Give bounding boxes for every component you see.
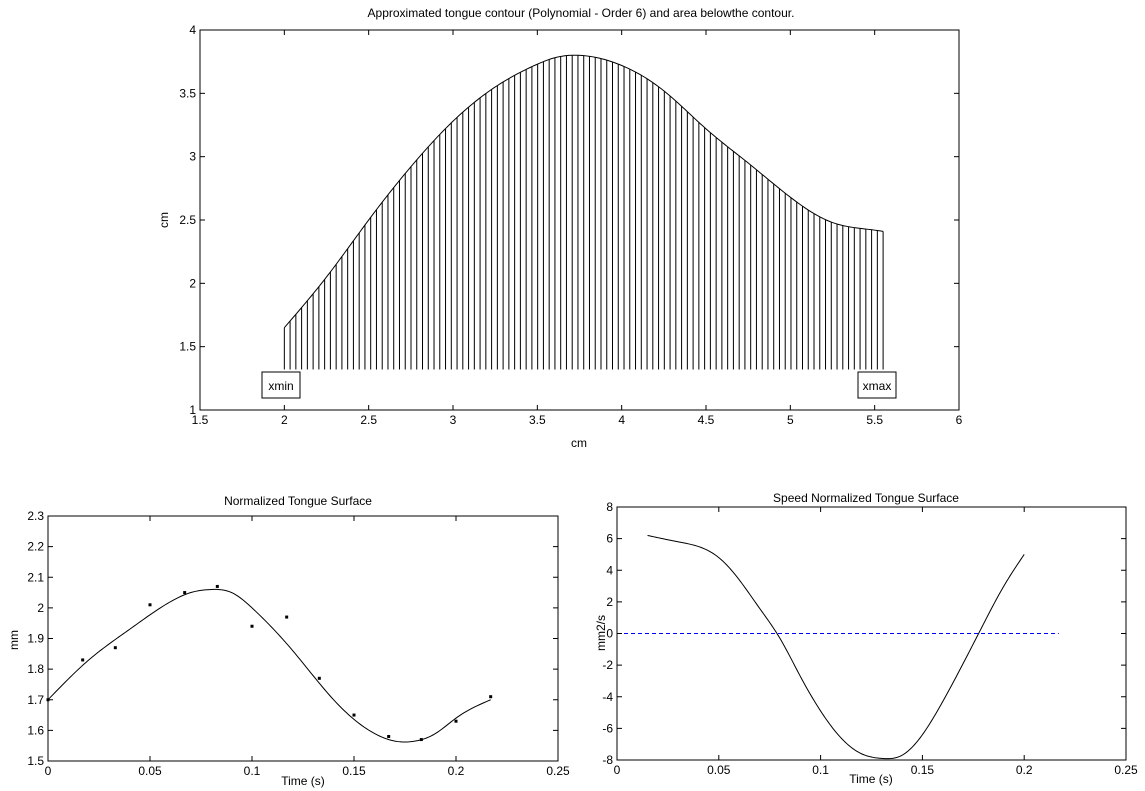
- contour-markers: xmin xmax: [261, 371, 897, 399]
- contour-y-ticks: 1 1.5 2 2.5 3 3.5 4: [179, 23, 959, 417]
- contour-y-tick-label: 1: [189, 403, 196, 417]
- surface-y-tick-label: 1.6: [27, 723, 44, 737]
- surface-data-point: [387, 735, 391, 738]
- surface-x-tick-label: 0.05: [138, 764, 162, 778]
- surface-x-axis-label: Time (s): [281, 774, 325, 788]
- surface-y-ticks: 1.5 1.6 1.7 1.8 1.9 2 2.1 2.2 2.3: [27, 509, 558, 768]
- speed-x-tick-label: 0.05: [707, 763, 731, 777]
- surface-data-point: [113, 646, 117, 650]
- speed-y-tick-label: 2: [606, 595, 613, 609]
- speed-y-tick-label: 8: [606, 500, 613, 514]
- contour-x-tick-label: 6: [956, 413, 963, 427]
- speed-y-axis-label: mm2/s: [594, 615, 608, 651]
- surface-plot: Normalized Tongue Surface 0 0.05 0.1 0.15 0.…: [7, 494, 570, 788]
- speed-x-tick-label: 0.15: [911, 763, 935, 777]
- surface-data-point: [215, 584, 219, 588]
- speed-y-tick-label: 4: [606, 563, 613, 577]
- contour-y-tick-label: 2: [189, 276, 196, 290]
- contour-y-tick-label: 2.5: [179, 213, 196, 227]
- contour-y-axis-label: cm: [157, 212, 171, 228]
- speed-x-tick-label: 0.1: [812, 763, 829, 777]
- surface-y-tick-label: 2.1: [27, 570, 44, 584]
- contour-x-tick-label: 4.5: [698, 413, 715, 427]
- surface-x-tick-label: 0.25: [546, 764, 570, 778]
- surface-data-point: [250, 624, 254, 628]
- surface-x-tick-label: 0.1: [244, 764, 261, 778]
- surface-data-point: [419, 738, 423, 742]
- contour-y-tick-label: 1.5: [179, 340, 196, 354]
- speed-x-axis-label: Time (s): [849, 772, 893, 786]
- xmin-marker-box: [261, 371, 301, 399]
- surface-plot-axes-box: [47, 515, 559, 762]
- surface-plot-title: Normalized Tongue Surface: [224, 494, 372, 508]
- speed-y-tick-label: -6: [602, 721, 613, 735]
- surface-data-points: [46, 584, 493, 742]
- surface-data-point: [148, 603, 152, 607]
- surface-data-point: [454, 719, 458, 723]
- surface-y-axis-label: mm: [7, 630, 21, 650]
- contour-x-axis-label: cm: [571, 436, 587, 450]
- contour-x-tick-label: 5: [787, 413, 794, 427]
- contour-y-tick-label: 4: [189, 23, 196, 37]
- surface-data-point: [317, 676, 321, 680]
- speed-plot: Speed Normalized Tongue Surface 0 0.05 0.1…: [594, 491, 1138, 786]
- surface-data-point: [183, 591, 187, 595]
- speed-y-tick-label: 6: [606, 532, 613, 546]
- speed-y-tick-label: 0: [606, 627, 613, 641]
- contour-x-tick-label: 4: [618, 413, 625, 427]
- xmax-marker-label: xmax: [863, 379, 892, 393]
- speed-line: [647, 534, 1025, 760]
- contour-x-tick-label: 2: [281, 413, 288, 427]
- area-hatch: [283, 55, 884, 370]
- contour-line: [283, 54, 884, 328]
- speed-y-ticks: -8 -6 -4 -2 0 2 4 6 8: [602, 500, 1126, 767]
- surface-y-tick-label: 1.7: [27, 693, 44, 707]
- surface-y-tick-label: 1.8: [27, 662, 44, 676]
- surface-fit-line: [47, 588, 491, 743]
- contour-y-tick-label: 3.5: [179, 86, 196, 100]
- contour-x-tick-label: 3: [450, 413, 457, 427]
- contour-x-tick-label: 3.5: [529, 413, 546, 427]
- contour-plot: Approximated tongue contour (Polynomial …: [157, 6, 963, 450]
- speed-y-tick-label: -4: [602, 690, 613, 704]
- surface-x-tick-label: 0: [45, 764, 52, 778]
- speed-plot-title: Speed Normalized Tongue Surface: [773, 491, 959, 505]
- surface-data-point: [352, 713, 356, 717]
- surface-y-tick-label: 2: [37, 601, 44, 615]
- surface-x-ticks: 0 0.05 0.1 0.15 0.2 0.25: [45, 516, 570, 778]
- xmin-marker-label: xmin: [268, 379, 293, 393]
- surface-y-tick-label: 1.5: [27, 754, 44, 768]
- surface-y-tick-label: 1.9: [27, 632, 44, 646]
- contour-plot-axes-box: [199, 29, 960, 411]
- contour-x-ticks: 1.5 2 2.5 3 3.5 4 4.5 5 5.5 6: [192, 30, 963, 427]
- speed-x-tick-label: 0.2: [1016, 763, 1033, 777]
- contour-y-tick-label: 3: [189, 150, 196, 164]
- surface-x-tick-label: 0.15: [342, 764, 366, 778]
- surface-data-point: [81, 658, 85, 662]
- surface-y-tick-label: 2.2: [27, 540, 44, 554]
- surface-x-tick-label: 0.2: [448, 764, 465, 778]
- surface-data-point: [489, 695, 493, 699]
- surface-data-point: [285, 615, 289, 619]
- contour-x-tick-label: 1.5: [192, 413, 209, 427]
- xmax-marker-box: [857, 371, 897, 399]
- contour-plot-title: Approximated tongue contour (Polynomial …: [368, 6, 795, 20]
- speed-y-tick-label: -2: [602, 658, 613, 672]
- speed-y-tick-label: -8: [602, 753, 613, 767]
- speed-x-ticks: 0 0.05 0.1 0.15 0.2 0.25: [614, 507, 1138, 777]
- contour-x-tick-label: 5.5: [866, 413, 883, 427]
- speed-x-tick-label: 0: [614, 763, 621, 777]
- contour-x-tick-label: 2.5: [360, 413, 377, 427]
- speed-x-tick-label: 0.25: [1114, 763, 1138, 777]
- surface-y-tick-label: 2.3: [27, 509, 44, 523]
